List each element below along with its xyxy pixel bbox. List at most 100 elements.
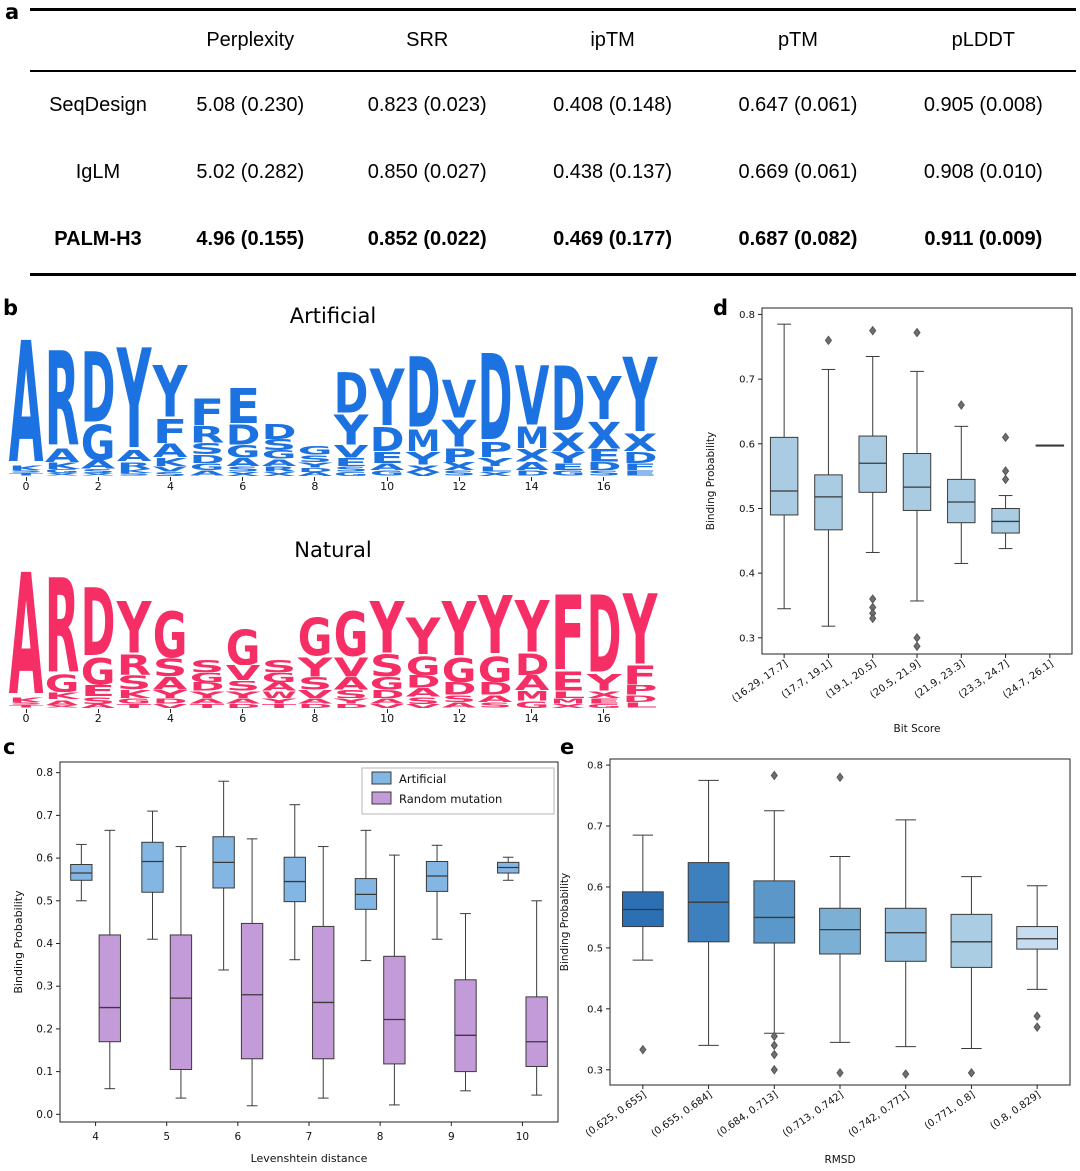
boxplot-levenshtein-distance: 0.0 0.1 0.2 0.3 0.4 0.5 0.6 0.7 0.8 4 5 6 7 8 9 10 Bindi… — [12, 761, 559, 1165]
table-cell: 0.647 (0.061) — [738, 94, 858, 116]
y-tick-label: 0.5 — [587, 943, 603, 954]
svg-text:G: G — [153, 610, 188, 658]
svg-text:D: D — [623, 452, 658, 463]
x-tick-label: 10 — [380, 712, 395, 725]
x-tick-label: (0.742, 0.771] — [847, 1089, 912, 1139]
svg-text:A: A — [45, 448, 80, 462]
x-tick-label: 0 — [22, 712, 30, 725]
svg-text:Y: Y — [441, 419, 477, 447]
logo-letter: Y — [152, 690, 188, 699]
svg-text:D: D — [225, 424, 260, 445]
svg-text:G: G — [370, 470, 405, 476]
svg-text:D: D — [586, 593, 621, 674]
svg-text:S: S — [117, 473, 152, 476]
logo-letter: A — [514, 675, 549, 691]
svg-text:S: S — [189, 660, 224, 673]
table-row-label: IgLM — [75, 161, 121, 183]
logo-letter: V — [153, 466, 188, 472]
table-cell: 0.669 (0.061) — [738, 161, 858, 183]
logo-letter: D — [586, 462, 621, 471]
box — [884, 907, 927, 962]
svg-text:S: S — [298, 455, 333, 462]
svg-text:E: E — [623, 470, 658, 476]
svg-text:S: S — [81, 469, 116, 473]
svg-text:D: D — [298, 468, 333, 472]
x-tick: 2 — [80, 709, 116, 725]
y-tick-label: 0.7 — [587, 822, 603, 833]
logo-letter: A — [478, 695, 513, 702]
logo-letter: F — [623, 463, 658, 470]
svg-text:S: S — [442, 470, 477, 476]
table-row-label: PALM-H3 — [54, 228, 142, 250]
logo-letter: S — [298, 455, 333, 462]
x-tick: 10 — [369, 477, 405, 493]
svg-text:E: E — [81, 685, 116, 696]
x-tick-label: 12 — [452, 712, 467, 725]
logo-letter: A — [442, 702, 477, 708]
svg-text:S: S — [406, 697, 441, 704]
svg-text:Y: Y — [333, 698, 369, 704]
svg-text:A: A — [370, 463, 405, 470]
svg-text:F: F — [153, 418, 188, 444]
table-cell: 5.02 (0.282) — [196, 161, 305, 183]
outlier-diamond-icon — [1001, 466, 1010, 476]
x-tick-label: 2 — [94, 480, 102, 493]
table-cell: 0.850 (0.027) — [367, 161, 487, 183]
svg-text:X: X — [261, 472, 296, 476]
outlier-diamond-icon — [957, 400, 965, 410]
box — [283, 856, 306, 903]
x-tick-label: (0.8, 0.829] — [988, 1089, 1042, 1132]
logo-letter: P — [442, 448, 477, 462]
x-tick — [116, 477, 152, 493]
svg-text:G: G — [442, 657, 477, 683]
svg-text:S: S — [189, 443, 224, 454]
logo-letter: S — [153, 658, 188, 676]
svg-text:Y: Y — [333, 414, 369, 445]
x-tick: 14 — [514, 709, 550, 725]
logo-letter: S — [81, 697, 116, 704]
svg-text:S: S — [225, 466, 260, 472]
logo-letter: Y — [297, 462, 333, 468]
svg-text:D: D — [550, 364, 585, 432]
x-tick — [333, 477, 369, 493]
svg-text:X: X — [550, 432, 585, 452]
svg-text:R: R — [117, 654, 152, 675]
logo-letter: G — [334, 472, 369, 476]
box — [169, 934, 193, 1070]
logo-letter: Y — [152, 364, 188, 418]
logo-letter: Y — [189, 691, 225, 698]
outlier-diamond-icon — [1033, 1022, 1041, 1032]
svg-text:F: F — [623, 463, 658, 470]
logo-letter: X — [478, 472, 513, 476]
x-tick-label: 14 — [524, 712, 539, 725]
svg-text:K: K — [9, 465, 44, 471]
logo-letter: S — [9, 470, 44, 473]
logo-letter: Y — [622, 355, 658, 433]
x-tick-label: 16 — [596, 480, 611, 493]
logo-letter: G — [261, 673, 296, 683]
logo-letter: V — [334, 657, 369, 677]
tick-mark — [386, 709, 388, 713]
logo-letter: V — [406, 472, 441, 476]
svg-text:X: X — [550, 704, 585, 708]
svg-text:A: A — [9, 569, 44, 697]
logo-letter: G — [225, 629, 260, 666]
logo-letter: L — [550, 691, 585, 698]
tick-mark — [169, 709, 171, 713]
logo-letter: Y — [117, 345, 153, 450]
svg-text:X: X — [586, 691, 621, 698]
box — [814, 474, 843, 531]
x-tick-label: (0.684, 0.713] — [715, 1089, 780, 1139]
svg-text:A: A — [45, 700, 80, 706]
x-axis-label: RMSD — [824, 1154, 855, 1166]
x-tick — [405, 477, 441, 493]
table-column-header: ipTM — [590, 29, 635, 51]
logo-letter: F — [153, 418, 188, 444]
logo-letter: E — [586, 449, 621, 462]
logo-letter: X — [550, 704, 585, 708]
outlier-diamond-icon — [824, 335, 833, 346]
